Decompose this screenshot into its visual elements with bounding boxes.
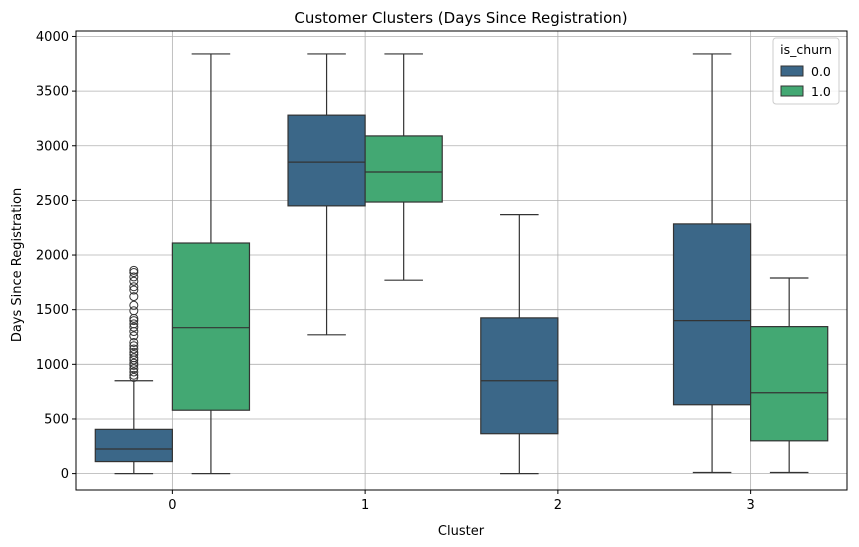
x-axis: 0 1 2 3 — [168, 490, 755, 513]
outlier-point — [129, 319, 139, 329]
y-tick-label: 3500 — [36, 85, 69, 100]
y-tick-label: 4000 — [36, 30, 69, 45]
x-tick-label: 0 — [168, 498, 176, 513]
y-tick-label: 1000 — [36, 358, 69, 373]
y-axis-label: Days Since Registration — [10, 188, 25, 342]
boxes-layer — [94, 53, 829, 475]
outlier-point — [129, 367, 139, 377]
outlier-point — [129, 349, 139, 359]
iqr-box — [287, 114, 366, 207]
outlier-point — [129, 265, 139, 275]
outlier-point — [129, 341, 139, 351]
outlier-point — [129, 337, 139, 347]
outlier-point — [129, 322, 139, 332]
x-tick-label: 1 — [361, 498, 369, 513]
iqr-box — [94, 428, 173, 463]
outlier-point — [129, 316, 139, 326]
outlier-point — [129, 344, 139, 354]
chart-title: Customer Clusters (Days Since Registrati… — [294, 9, 627, 27]
x-axis-label: Cluster — [438, 524, 485, 539]
outlier-point — [129, 285, 139, 295]
x-tick-label: 2 — [554, 498, 562, 513]
legend-entry: 1.0 — [811, 84, 831, 99]
box-cluster-1-series-1.0 — [364, 53, 443, 281]
x-tick-label: 3 — [746, 498, 754, 513]
legend: is_churn 0.0 1.0 — [772, 37, 840, 105]
box-cluster-1-series-0.0 — [287, 53, 366, 336]
iqr-box — [672, 223, 752, 406]
outlier-point — [129, 306, 139, 316]
box-cluster-0-series-1.0 — [171, 53, 251, 475]
y-tick-label: 2500 — [36, 194, 69, 209]
outlier-point — [129, 268, 139, 278]
outlier-point — [129, 372, 139, 382]
y-tick-label: 500 — [44, 412, 69, 427]
legend-title: is_churn — [780, 42, 832, 57]
y-tick-label: 3000 — [36, 139, 69, 154]
box-cluster-2-series-0.0 — [480, 214, 559, 475]
y-axis: 0 500 1000 1500 2000 2500 3000 3500 4000 — [36, 30, 76, 482]
iqr-box — [750, 326, 829, 442]
outlier-point — [129, 364, 139, 374]
legend-swatch — [780, 65, 804, 77]
plot-frame — [75, 30, 848, 491]
legend-entry: 0.0 — [811, 64, 831, 79]
outlier-point — [129, 272, 139, 282]
outlier-point — [129, 331, 139, 341]
outlier-point — [129, 358, 139, 368]
outlier-point — [129, 300, 139, 310]
y-tick-label: 2000 — [36, 249, 69, 264]
box-cluster-3-series-0.0 — [672, 53, 752, 474]
outlier-point — [129, 370, 139, 380]
outlier-point — [129, 282, 139, 292]
legend-swatch — [780, 85, 804, 97]
iqr-box — [364, 135, 443, 203]
iqr-box — [171, 242, 251, 411]
iqr-box — [480, 317, 559, 435]
outlier-point — [129, 347, 139, 357]
outlier-point — [129, 276, 139, 286]
box-cluster-3-series-1.0 — [750, 277, 829, 474]
y-tick-label: 0 — [61, 467, 69, 482]
outlier-point — [129, 292, 139, 302]
outlier-point — [129, 353, 139, 363]
box-cluster-0-series-0.0 — [94, 265, 173, 475]
y-tick-label: 1500 — [36, 303, 69, 318]
